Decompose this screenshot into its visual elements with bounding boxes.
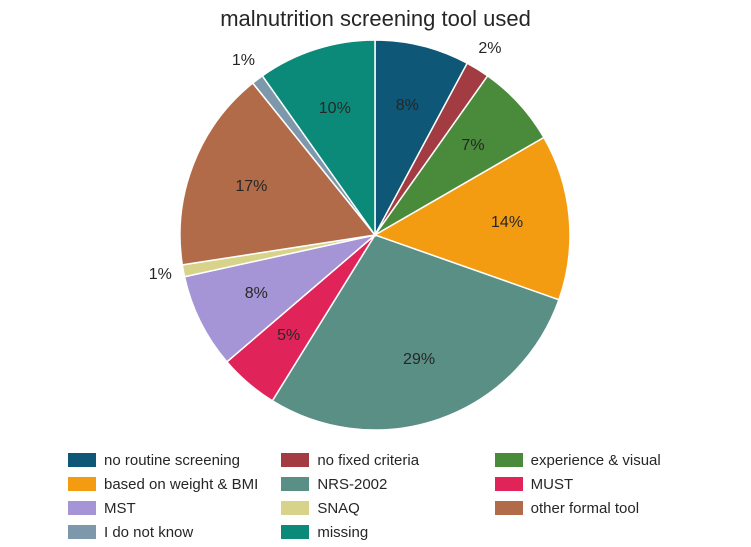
legend-label: I do not know: [104, 524, 193, 541]
pie-svg: [175, 35, 575, 435]
legend-item: experience & visual: [495, 448, 708, 472]
pie-slice-label: 17%: [235, 178, 267, 196]
pie-slice-label: 10%: [319, 100, 351, 118]
legend-label: MUST: [531, 476, 574, 493]
legend-item: no routine screening: [68, 448, 281, 472]
legend-label: other formal tool: [531, 500, 639, 517]
legend-label: experience & visual: [531, 452, 661, 469]
legend-label: missing: [317, 524, 368, 541]
pie-chart: 8%2%7%14%29%5%8%1%17%1%10%: [175, 35, 575, 435]
pie-slice-label: 8%: [396, 97, 419, 115]
legend-label: MST: [104, 500, 136, 517]
legend-swatch: [68, 453, 96, 467]
legend-swatch: [68, 501, 96, 515]
legend-swatch: [68, 477, 96, 491]
pie-slice-label: 29%: [403, 351, 435, 369]
legend-item: MUST: [495, 472, 708, 496]
legend-item: missing: [281, 520, 494, 544]
chart-title: malnutrition screening tool used: [0, 6, 751, 32]
pie-slice-label: 8%: [245, 285, 268, 303]
pie-slice-label: 2%: [478, 40, 501, 58]
legend-swatch: [281, 525, 309, 539]
legend-item: MST: [68, 496, 281, 520]
legend-swatch: [68, 525, 96, 539]
legend-label: no routine screening: [104, 452, 240, 469]
pie-slice-label: 14%: [491, 214, 523, 232]
legend-label: based on weight & BMI: [104, 476, 258, 493]
legend-item: based on weight & BMI: [68, 472, 281, 496]
legend-item: I do not know: [68, 520, 281, 544]
legend-label: NRS-2002: [317, 476, 387, 493]
legend-item: other formal tool: [495, 496, 708, 520]
legend-item: no fixed criteria: [281, 448, 494, 472]
legend-swatch: [495, 501, 523, 515]
legend-swatch: [281, 501, 309, 515]
legend-label: SNAQ: [317, 500, 360, 517]
pie-slice-label: 7%: [461, 137, 484, 155]
legend: no routine screening no fixed criteria exp…: [68, 448, 708, 544]
legend-item: SNAQ: [281, 496, 494, 520]
legend-label: no fixed criteria: [317, 452, 419, 469]
pie-slice-label: 1%: [149, 266, 172, 284]
legend-swatch: [495, 453, 523, 467]
pie-slice-label: 5%: [277, 327, 300, 345]
legend-swatch: [281, 477, 309, 491]
pie-slice-label: 1%: [232, 52, 255, 70]
legend-swatch: [281, 453, 309, 467]
legend-swatch: [495, 477, 523, 491]
legend-item: NRS-2002: [281, 472, 494, 496]
